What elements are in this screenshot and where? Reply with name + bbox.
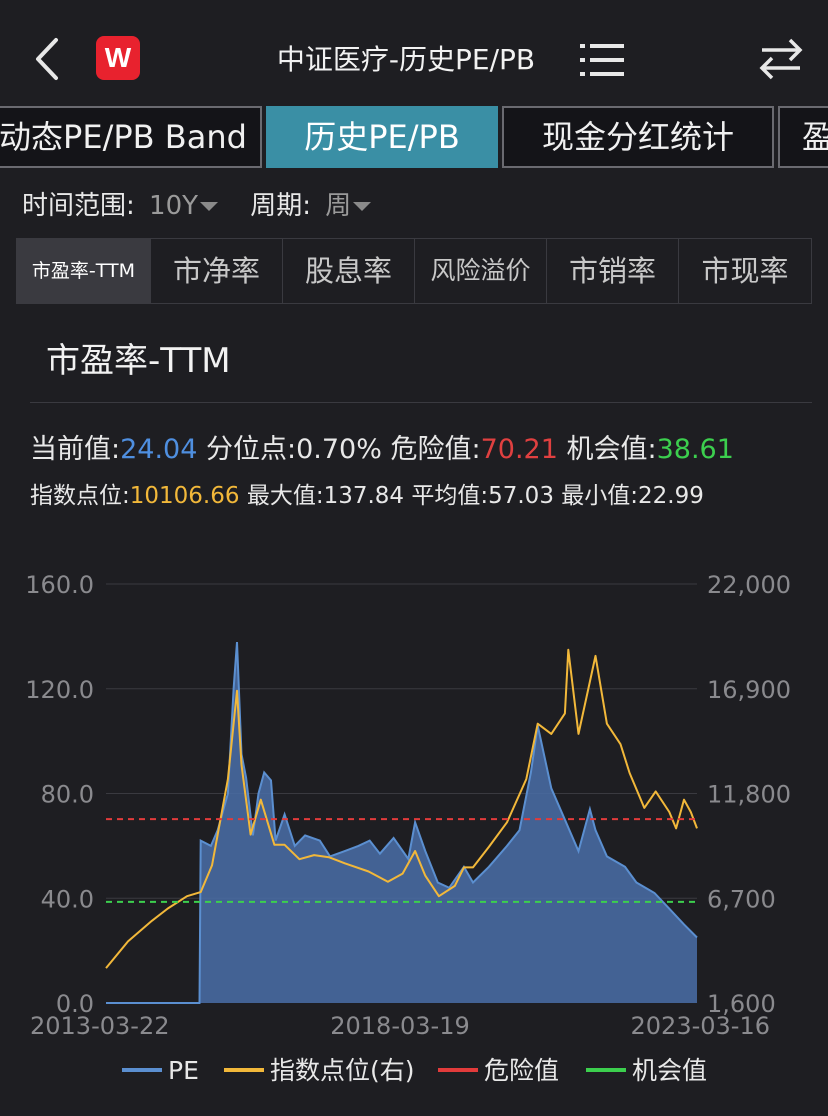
danger-label: 危险值: (390, 434, 481, 465)
filter-row: 时间范围: 10Y 周期: 周 (22, 186, 372, 226)
legend-label: PE (168, 1056, 199, 1085)
avg-label: 平均值: (411, 483, 489, 509)
max-value: 137.84 (323, 483, 405, 509)
tab-dynamic-pe-pb-band[interactable]: 动态PE/PB Band (0, 106, 262, 168)
max-label: 最大值: (246, 483, 324, 509)
pe-history-chart: 160.0 22,000 120.0 16,900 80.0 11,800 40.0 6,70… (25, 571, 791, 1085)
danger-value: 70.21 (480, 434, 558, 465)
index-value: 10106.66 (129, 483, 240, 509)
subtab-dividend-yield[interactable]: 股息率 (283, 239, 415, 303)
x-tick-label: 2023-03-16 (631, 1012, 770, 1040)
period-value: 周 (325, 191, 352, 221)
legend-label: 危险值 (484, 1056, 559, 1085)
y-right-tick-label: 11,800 (707, 781, 791, 809)
app-header: W 中证医疗-历史PE/PB (0, 0, 828, 104)
tab-profit[interactable]: 盈 (778, 106, 828, 168)
current-value: 24.04 (120, 434, 198, 465)
subtab-risk-premium[interactable]: 风险溢价 (415, 239, 547, 303)
subtab-pcf[interactable]: 市现率 (679, 239, 811, 303)
range-value: 10Y (149, 191, 198, 221)
subtab-label: 股息率 (304, 254, 392, 288)
subtab-pe-ttm[interactable]: 市盈率-TTM (17, 239, 151, 303)
x-tick-label: 2018-03-19 (330, 1012, 469, 1040)
tab-label: 历史PE/PB (304, 118, 460, 156)
subtab-ps[interactable]: 市销率 (547, 239, 679, 303)
period-label: 周期: (250, 191, 312, 221)
chance-value: 38.61 (656, 434, 734, 465)
min-label: 最小值: (561, 483, 639, 509)
subtab-pb[interactable]: 市净率 (151, 239, 283, 303)
percentile-value: 0.70% (296, 434, 382, 465)
chance-label: 机会值: (566, 434, 657, 465)
tab-label: 动态PE/PB Band (0, 118, 247, 156)
y-right-tick-label: 16,900 (707, 676, 791, 704)
index-label: 指数点位: (30, 483, 130, 509)
subtab-label: 市现率 (701, 254, 789, 288)
chevron-down-icon (353, 202, 372, 211)
chevron-down-icon (200, 202, 218, 211)
legend-label: 机会值 (632, 1056, 707, 1085)
metric-tabs: 市盈率-TTM 市净率 股息率 风险溢价 市销率 市现率 (16, 238, 812, 304)
y-left-tick-label: 120.0 (25, 676, 94, 704)
divider (30, 402, 812, 403)
pe-area (106, 642, 697, 1003)
percentile-label: 分位点: (206, 434, 297, 465)
tab-history-pe-pb[interactable]: 历史PE/PB (266, 106, 498, 168)
y-left-tick-label: 160.0 (25, 571, 94, 599)
tab-dividend-stats[interactable]: 现金分红统计 (502, 106, 774, 168)
index-line (105, 648, 698, 969)
menu-icon[interactable] (578, 40, 628, 80)
subtab-label: 市销率 (568, 254, 656, 288)
page-title: 中证医疗-历史PE/PB (276, 43, 536, 76)
back-arrow-icon[interactable] (28, 36, 68, 82)
y-right-tick-label: 6,700 (707, 885, 776, 913)
main-tabs: 动态PE/PB Band 历史PE/PB 现金分红统计 盈 (0, 106, 828, 172)
y-left-tick-label: 40.0 (41, 885, 94, 913)
current-label: 当前值: (30, 434, 121, 465)
app-logo: W (96, 36, 140, 80)
swap-icon[interactable] (756, 36, 806, 82)
period-dropdown[interactable]: 周 (325, 191, 372, 221)
stats-row-1: 当前值:24.04 分位点:0.70% 危险值:70.21 机会值:38.61 (30, 428, 734, 472)
x-tick-label: 2013-03-22 (30, 1012, 169, 1040)
y-left-tick-label: 0.0 (56, 990, 94, 1018)
y-right-tick-label: 1,600 (707, 990, 776, 1018)
min-value: 22.99 (638, 483, 704, 509)
y-right-tick-label: 22,000 (707, 571, 791, 599)
subtab-label: 市盈率-TTM (31, 260, 136, 282)
subtab-label: 市净率 (172, 254, 260, 288)
tab-label: 盈 (802, 118, 828, 156)
range-dropdown[interactable]: 10Y (149, 191, 218, 221)
subtab-label: 风险溢价 (430, 256, 531, 285)
tab-label: 现金分红统计 (541, 118, 734, 156)
y-left-tick-label: 80.0 (41, 781, 94, 809)
stats-row-2: 指数点位:10106.66 最大值:137.84 平均值:57.03 最小值:2… (30, 476, 704, 516)
legend-label: 指数点位(右) (270, 1056, 415, 1085)
section-title: 市盈率-TTM (46, 341, 231, 381)
range-label: 时间范围: (22, 191, 135, 221)
avg-value: 57.03 (488, 483, 554, 509)
